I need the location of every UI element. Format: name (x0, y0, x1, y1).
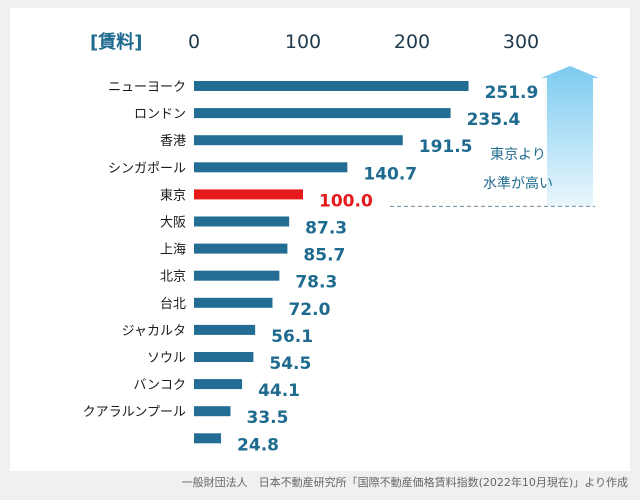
value-label: 87.3 (305, 219, 347, 239)
category-label: バンコク (133, 378, 186, 393)
category-label: クアラルンプール (83, 405, 186, 420)
category-label: 香港 (160, 134, 186, 149)
value-label: 24.8 (237, 435, 279, 455)
unit-label: [賃料] (90, 31, 142, 53)
bar (194, 270, 280, 281)
category-label: 北京 (160, 270, 186, 285)
value-label: 54.5 (269, 354, 311, 374)
bar (194, 243, 288, 254)
category-label: ニューヨーク (108, 80, 186, 95)
bar (194, 189, 303, 200)
value-label: 72.0 (288, 300, 330, 320)
bar (194, 324, 256, 335)
source-note: 一般財団法人 日本不動産研究所「国際不動産価格賃料指数(2022年10月現在)」… (181, 476, 628, 489)
bar (194, 216, 290, 227)
category-label: ソウル (147, 351, 186, 366)
x-tick-label: 200 (394, 31, 430, 53)
value-label: 44.1 (258, 381, 300, 401)
value-label: 140.7 (363, 164, 417, 184)
bar (194, 297, 273, 308)
chart-card: [賃料] 0 100 200 300 東京より水準が高い ニューヨーク 251.9 ロンド… (10, 8, 630, 471)
category-label: ジャカルタ (122, 324, 186, 339)
bar (194, 433, 222, 444)
bar (194, 406, 231, 417)
category-label: 上海 (160, 243, 186, 258)
value-label: 251.9 (485, 83, 539, 103)
value-label: 78.3 (295, 273, 337, 293)
bar (194, 162, 348, 173)
bar (194, 108, 451, 119)
x-tick-label: 300 (503, 31, 539, 53)
value-label: 100.0 (319, 191, 373, 211)
value-label: 85.7 (303, 246, 345, 266)
category-label: ロンドン (134, 107, 186, 122)
value-label: 33.5 (247, 408, 289, 428)
x-axis-ticks: 0 100 200 300 (188, 31, 539, 53)
bar (194, 352, 254, 362)
value-label: 56.1 (271, 327, 313, 347)
bar (194, 81, 469, 91)
x-tick-label: 100 (285, 31, 321, 53)
value-label: 191.5 (419, 137, 473, 157)
value-label: 235.4 (467, 110, 521, 130)
x-tick-label: 0 (188, 31, 200, 53)
up-arrow-shape (541, 66, 599, 207)
annotation-line-2: 水準が高い (483, 175, 553, 192)
bar (194, 135, 403, 146)
bar (194, 379, 243, 390)
category-label: シンガポール (108, 161, 186, 176)
category-label: 台北 (160, 297, 186, 312)
annotation-line-1: 東京より (490, 147, 546, 163)
category-label: 大阪 (160, 216, 186, 231)
bars: ニューヨーク 251.9 ロンドン 235.4 香港 191.5 シンガポール 140.7 東京… (83, 80, 539, 455)
category-label: 東京 (160, 187, 186, 203)
